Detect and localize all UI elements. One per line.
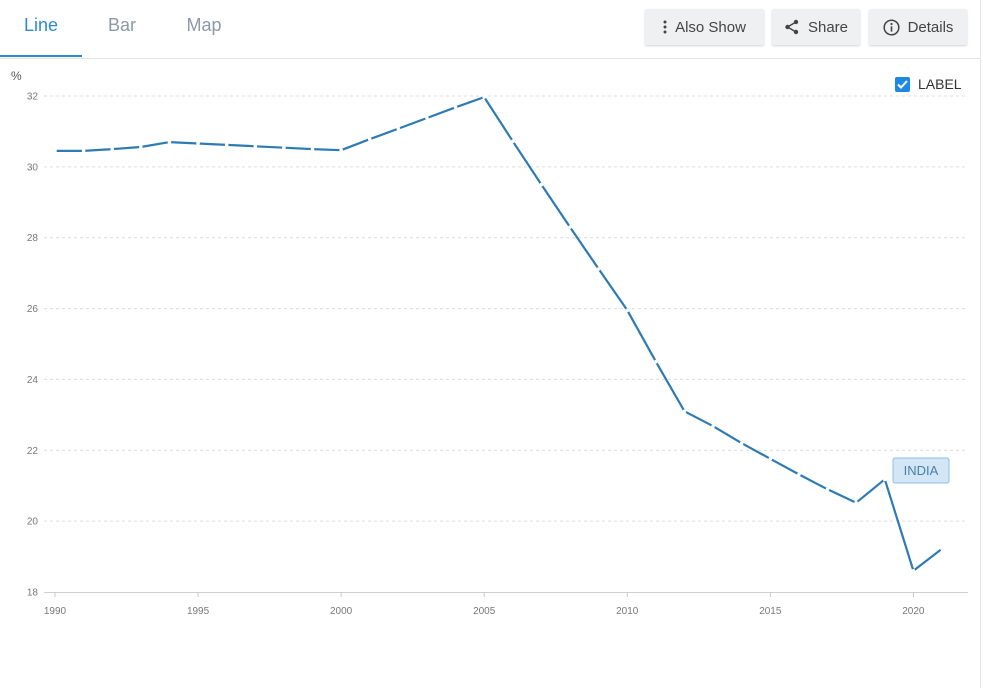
details-button[interactable]: Details [869, 9, 967, 45]
y-tick-label: 20 [27, 517, 39, 528]
y-tick-label: 24 [27, 375, 39, 386]
share-icon [784, 19, 800, 35]
line-chart: % 18 20 22 24 26 28 30 32 1990 1995 2000 2005 2010 201… [11, 69, 968, 617]
data-point [81, 149, 86, 153]
label-toggle-text: LABEL [918, 76, 962, 92]
y-unit-label: % [11, 69, 22, 83]
share-label: Share [807, 18, 849, 36]
data-point [539, 182, 544, 187]
chart-toolbar: Line Bar Map Also Show Share Details [0, 0, 980, 59]
also-show-label: Also Show [675, 18, 746, 36]
data-point [196, 141, 200, 146]
data-point [911, 568, 916, 573]
data-point [625, 308, 630, 313]
data-point [711, 424, 715, 428]
x-tick-label: 2010 [616, 606, 639, 617]
data-point [825, 487, 830, 492]
y-tick-label: 26 [27, 304, 39, 315]
x-tick-label: 1990 [44, 606, 67, 617]
data-point [339, 148, 343, 153]
info-icon [883, 18, 900, 36]
label-checkbox[interactable] [895, 76, 910, 92]
data-point [568, 225, 572, 229]
data-point [854, 500, 858, 505]
x-tick-label: 2020 [902, 606, 925, 617]
tab-line[interactable]: Line [0, 0, 82, 57]
y-tick-label: 32 [27, 92, 39, 103]
panel-border [980, 0, 981, 688]
data-point [511, 139, 515, 144]
data-point [110, 147, 115, 151]
data-point [224, 143, 229, 147]
data-point [797, 472, 801, 477]
data-point [940, 546, 944, 551]
checkmark-icon [897, 79, 908, 89]
y-tick-label: 18 [27, 588, 39, 599]
also-show-button[interactable]: Also Show [645, 9, 764, 45]
x-tick-label: 2000 [330, 606, 353, 617]
data-point [739, 441, 744, 446]
x-tick-label: 2015 [759, 606, 782, 617]
data-point [396, 126, 401, 131]
label-toggle[interactable]: LABEL [895, 76, 962, 92]
data-point [682, 409, 687, 414]
x-tick-label: 1995 [187, 606, 210, 617]
data-point [768, 456, 773, 461]
y-tick-label: 28 [27, 233, 39, 244]
data-point [282, 145, 286, 150]
data-point [453, 105, 458, 110]
y-tick-label: 22 [27, 446, 39, 457]
series-line [55, 95, 943, 572]
data-point [882, 477, 887, 482]
data-point [53, 149, 57, 153]
data-point [167, 140, 172, 144]
data-point [482, 95, 486, 99]
series-label-india: INDIA [904, 463, 939, 478]
data-point [654, 359, 658, 364]
data-point [139, 145, 143, 149]
data-point [596, 267, 601, 271]
data-point [253, 144, 258, 149]
y-tick-label: 30 [27, 162, 39, 173]
data-point [425, 116, 429, 120]
series-label-box [892, 457, 950, 484]
tab-bar[interactable]: Bar [107, 15, 136, 35]
tab-map[interactable]: Map [186, 15, 222, 35]
more-vert-icon [663, 20, 667, 34]
data-point [310, 147, 315, 151]
details-label: Details [907, 18, 954, 36]
x-tick-label: 2005 [473, 606, 496, 617]
share-button[interactable]: Share [772, 9, 860, 45]
data-point [367, 137, 372, 142]
